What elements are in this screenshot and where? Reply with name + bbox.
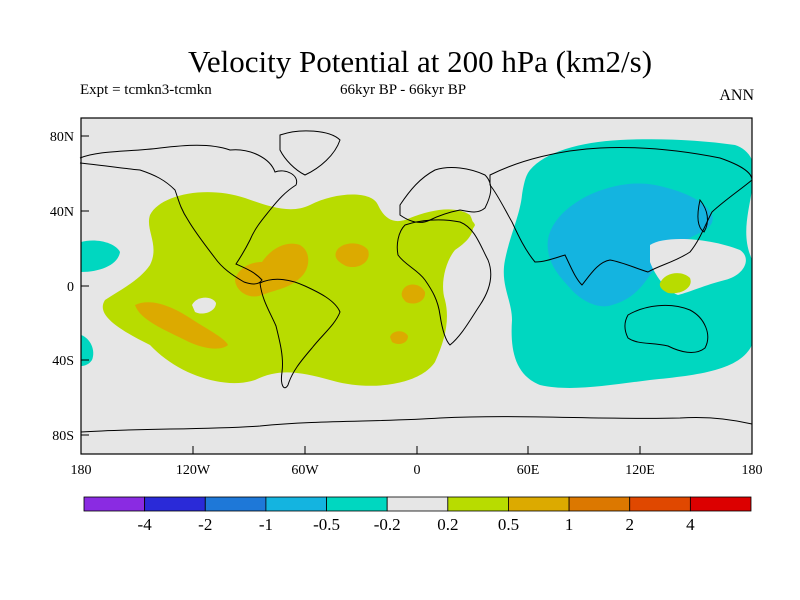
- colorbar-swatch: [326, 496, 388, 512]
- contour-positive-mid-atlantic: [335, 243, 369, 268]
- colorbar-swatch: [689, 496, 752, 512]
- colorbar-label: -2: [198, 515, 212, 534]
- lon-axis: 180 120W 60W 0 60E 120E 180: [71, 446, 763, 478]
- lon-label-180w: 180: [71, 463, 92, 478]
- colorbar: -4 -2 -1 -0.5 -0.2 0.2 0.5 1 2 4: [83, 496, 752, 534]
- colorbar-label: -0.5: [313, 515, 340, 534]
- lat-label-80n: 80N: [50, 130, 74, 145]
- contour-negative-weak-south-pacific: [81, 335, 94, 366]
- lat-label-0: 0: [67, 280, 74, 295]
- colorbar-swatch: [386, 496, 449, 512]
- lon-label-0: 0: [414, 463, 421, 478]
- coastline-north-america: [79, 144, 298, 285]
- chart-title: Velocity Potential at 200 hPa (km2/s): [187, 44, 653, 79]
- colorbar-label: 4: [686, 515, 695, 534]
- coastline-australia: [624, 305, 709, 353]
- contour-positive-mid-pacific: [135, 302, 228, 349]
- contour-positive-weak-new-guinea: [659, 273, 691, 294]
- contour-hole: [192, 297, 216, 314]
- contour-positive-weak-patch: [430, 216, 475, 236]
- colorbar-label: -4: [138, 515, 153, 534]
- lat-label-40n: 40N: [50, 205, 74, 220]
- colorbar-swatch: [629, 496, 691, 512]
- contour-positive-mid-brazil: [401, 284, 426, 304]
- colorbar-swatch: [265, 496, 327, 512]
- experiment-label: Expt = tcmkn3-tcmkn: [80, 82, 212, 98]
- lon-label-60e: 60E: [517, 463, 540, 478]
- lon-label-120w: 120W: [176, 463, 211, 478]
- coastline-south-america: [259, 278, 341, 389]
- map-field: [81, 118, 752, 454]
- coastline-africa: [396, 219, 492, 346]
- period-label: 66kyr BP - 66kyr BP: [340, 82, 467, 98]
- colorbar-label: 0.2: [437, 515, 458, 534]
- colorbar-label: 0.5: [498, 515, 519, 534]
- colorbar-swatch: [204, 496, 267, 512]
- lat-label-40s: 40S: [52, 354, 74, 369]
- lat-axis: 80N 40N 0 40S 80S: [50, 130, 89, 444]
- season-label: ANN: [719, 87, 754, 104]
- colorbar-label: 2: [625, 515, 634, 534]
- colorbar-label: -1: [259, 515, 273, 534]
- colorbar-label: 1: [565, 515, 574, 534]
- coastline-asia: [489, 146, 753, 286]
- contour-positive-mid-south-atlantic: [390, 331, 408, 344]
- colorbar-swatch: [83, 496, 146, 512]
- lon-label-180e: 180: [742, 463, 763, 478]
- colorbar-swatch: [447, 496, 509, 512]
- colorbar-swatch: [144, 496, 206, 512]
- coastline-antarctica: [80, 416, 753, 433]
- lon-label-60w: 60W: [291, 463, 319, 478]
- lat-label-80s: 80S: [52, 429, 74, 444]
- contour-negative-weak-east-pacific: [81, 240, 120, 272]
- coastline-greenland: [279, 130, 341, 176]
- colorbar-label: -0.2: [374, 515, 401, 534]
- contour-positive-mid-caribbean: [235, 243, 309, 297]
- colorbar-swatch: [568, 496, 631, 512]
- lon-label-120e: 120E: [625, 463, 655, 478]
- colorbar-swatch: [508, 496, 570, 512]
- coastlines: [79, 130, 753, 433]
- coastline-japan: [697, 198, 708, 233]
